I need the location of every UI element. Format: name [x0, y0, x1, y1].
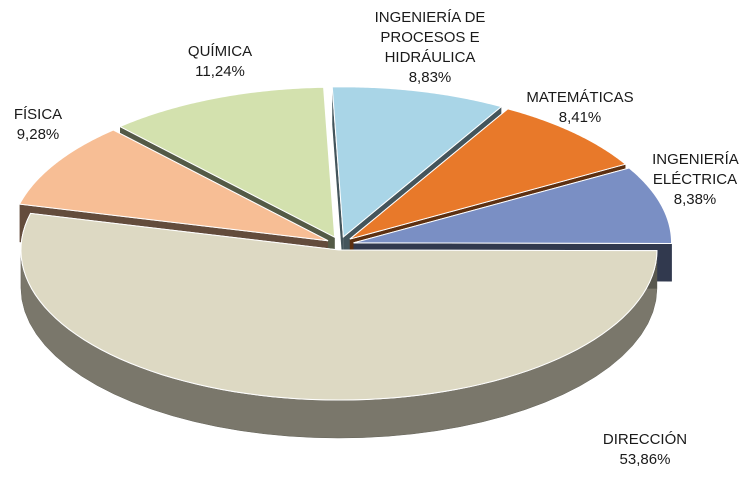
slice [20, 212, 658, 401]
value-label: 9,28% [16, 126, 60, 143]
slice [118, 86, 336, 239]
slice-label: QUÍMICA 11,24% [188, 42, 252, 82]
slice-cut [332, 86, 344, 275]
slice [349, 108, 627, 240]
category-label: INGENIERÍA ELÉCTRICA [652, 151, 739, 188]
slice-label: INGENIERÍA ELÉCTRICA 8,38% [652, 150, 739, 210]
slice-label: INGENIERÍA DE PROCESOS E HIDRÁULICA 8,83% [365, 8, 495, 88]
value-label: 8,38% [673, 191, 717, 208]
slice-label: MATEMÁTICAS 8,41% [526, 88, 633, 128]
category-label: QUÍMICA [187, 43, 253, 60]
slice-label: DIRECCIÓN 53,86% [603, 430, 687, 470]
category-label: FÍSICA [13, 106, 63, 123]
slice [18, 129, 329, 242]
category-label: INGENIERÍA DE PROCESOS E HIDRÁULICA [374, 9, 486, 66]
slice [353, 167, 673, 244]
value-label: 53,86% [619, 451, 671, 468]
category-label: DIRECCIÓN [602, 431, 688, 448]
slice-label: FÍSICA 9,28% [14, 105, 62, 145]
category-label: MATEMÁTICAS [526, 89, 634, 106]
value-label: 8,41% [558, 109, 602, 126]
value-label: 11,24% [195, 63, 245, 80]
value-label: 8,83% [408, 69, 452, 86]
slice [331, 86, 503, 238]
